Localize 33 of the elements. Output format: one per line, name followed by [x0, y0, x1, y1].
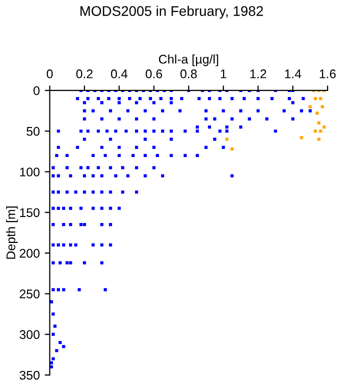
- y-tick-label: 50: [26, 126, 40, 136]
- x-tick-label: 0.4: [110, 69, 128, 78]
- y-axis-title: Depth [m]: [6, 206, 18, 259]
- point: [314, 97, 317, 100]
- y-tick-label: 200: [20, 248, 40, 258]
- point: [322, 126, 326, 129]
- point: [230, 147, 234, 151]
- chart-title: MODS2005 in February, 1982: [80, 6, 263, 19]
- point: [319, 97, 322, 100]
- x-tick-label: 1.2: [250, 69, 266, 78]
- x-tick-label: 1: [220, 70, 226, 78]
- x-tick-label: 1.4: [285, 70, 302, 78]
- y-tick-label: 150: [20, 208, 40, 218]
- point: [225, 138, 228, 141]
- point: [316, 112, 319, 115]
- x-tick-label: 0.2: [76, 69, 93, 78]
- point: [320, 105, 324, 108]
- x-tick-label: 0: [46, 69, 53, 78]
- x-tick-label: 0.8: [180, 69, 197, 78]
- point: [308, 105, 312, 108]
- point: [300, 136, 304, 140]
- y-tick-label: 250: [20, 290, 40, 298]
- x-axis-title: Chl-a [µg/l]: [158, 54, 218, 66]
- point: [314, 130, 317, 133]
- x-tick-label: 0.6: [146, 69, 162, 78]
- y-tick-label: 100: [20, 168, 40, 176]
- x-tick-label: 1.6: [320, 69, 336, 78]
- point: [317, 138, 320, 141]
- point: [319, 130, 322, 133]
- y-tick-label: 300: [20, 330, 40, 340]
- point: [317, 121, 320, 125]
- y-tick-label: 0: [34, 86, 40, 96]
- y-tick-label: 350: [20, 370, 40, 380]
